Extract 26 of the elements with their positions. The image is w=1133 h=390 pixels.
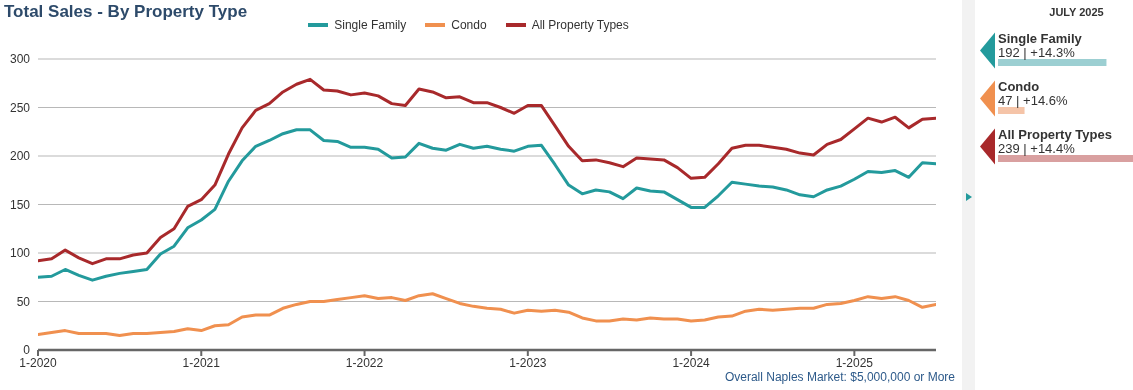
- text: Overall Naples Market: $5,000,000 or More: [724, 370, 955, 384]
- x-tick-label: 1-2020: [19, 355, 57, 370]
- y-tick-label: 100: [9, 246, 31, 261]
- y-tick-label: 50: [16, 294, 31, 309]
- legend-label: All Property Types: [530, 18, 629, 32]
- line-series: [38, 292, 936, 337]
- x-tick-label: 1-2021: [182, 355, 221, 370]
- y-tick-label: Condo: [998, 78, 1040, 94]
- y-tick-label: 300: [9, 52, 31, 67]
- chart-title: JULY 2025: [1048, 6, 1105, 18]
- y-tick-label: 150: [9, 197, 31, 212]
- line-series: [38, 128, 936, 282]
- y-tick-label: 200: [9, 149, 31, 164]
- x-tick-label: 1-2023: [509, 355, 547, 370]
- y-tick-label: 0: [23, 343, 31, 358]
- x-tick-label: 1-2022: [345, 355, 384, 370]
- line-series: [38, 77, 936, 266]
- legend-label: Single Family: [333, 18, 407, 32]
- x-tick-label: 1-2024: [672, 355, 711, 370]
- data-label: 47 | +14.6%: [998, 92, 1068, 108]
- x-tick-label: 1-2025: [835, 355, 874, 370]
- y-tick-label: All Property Types: [998, 126, 1112, 142]
- chart-title: Total Sales - By Property Type: [4, 2, 248, 22]
- legend-label: Condo: [450, 18, 487, 32]
- y-tick-label: Single Family: [998, 30, 1083, 46]
- y-tick-label: 250: [9, 100, 31, 115]
